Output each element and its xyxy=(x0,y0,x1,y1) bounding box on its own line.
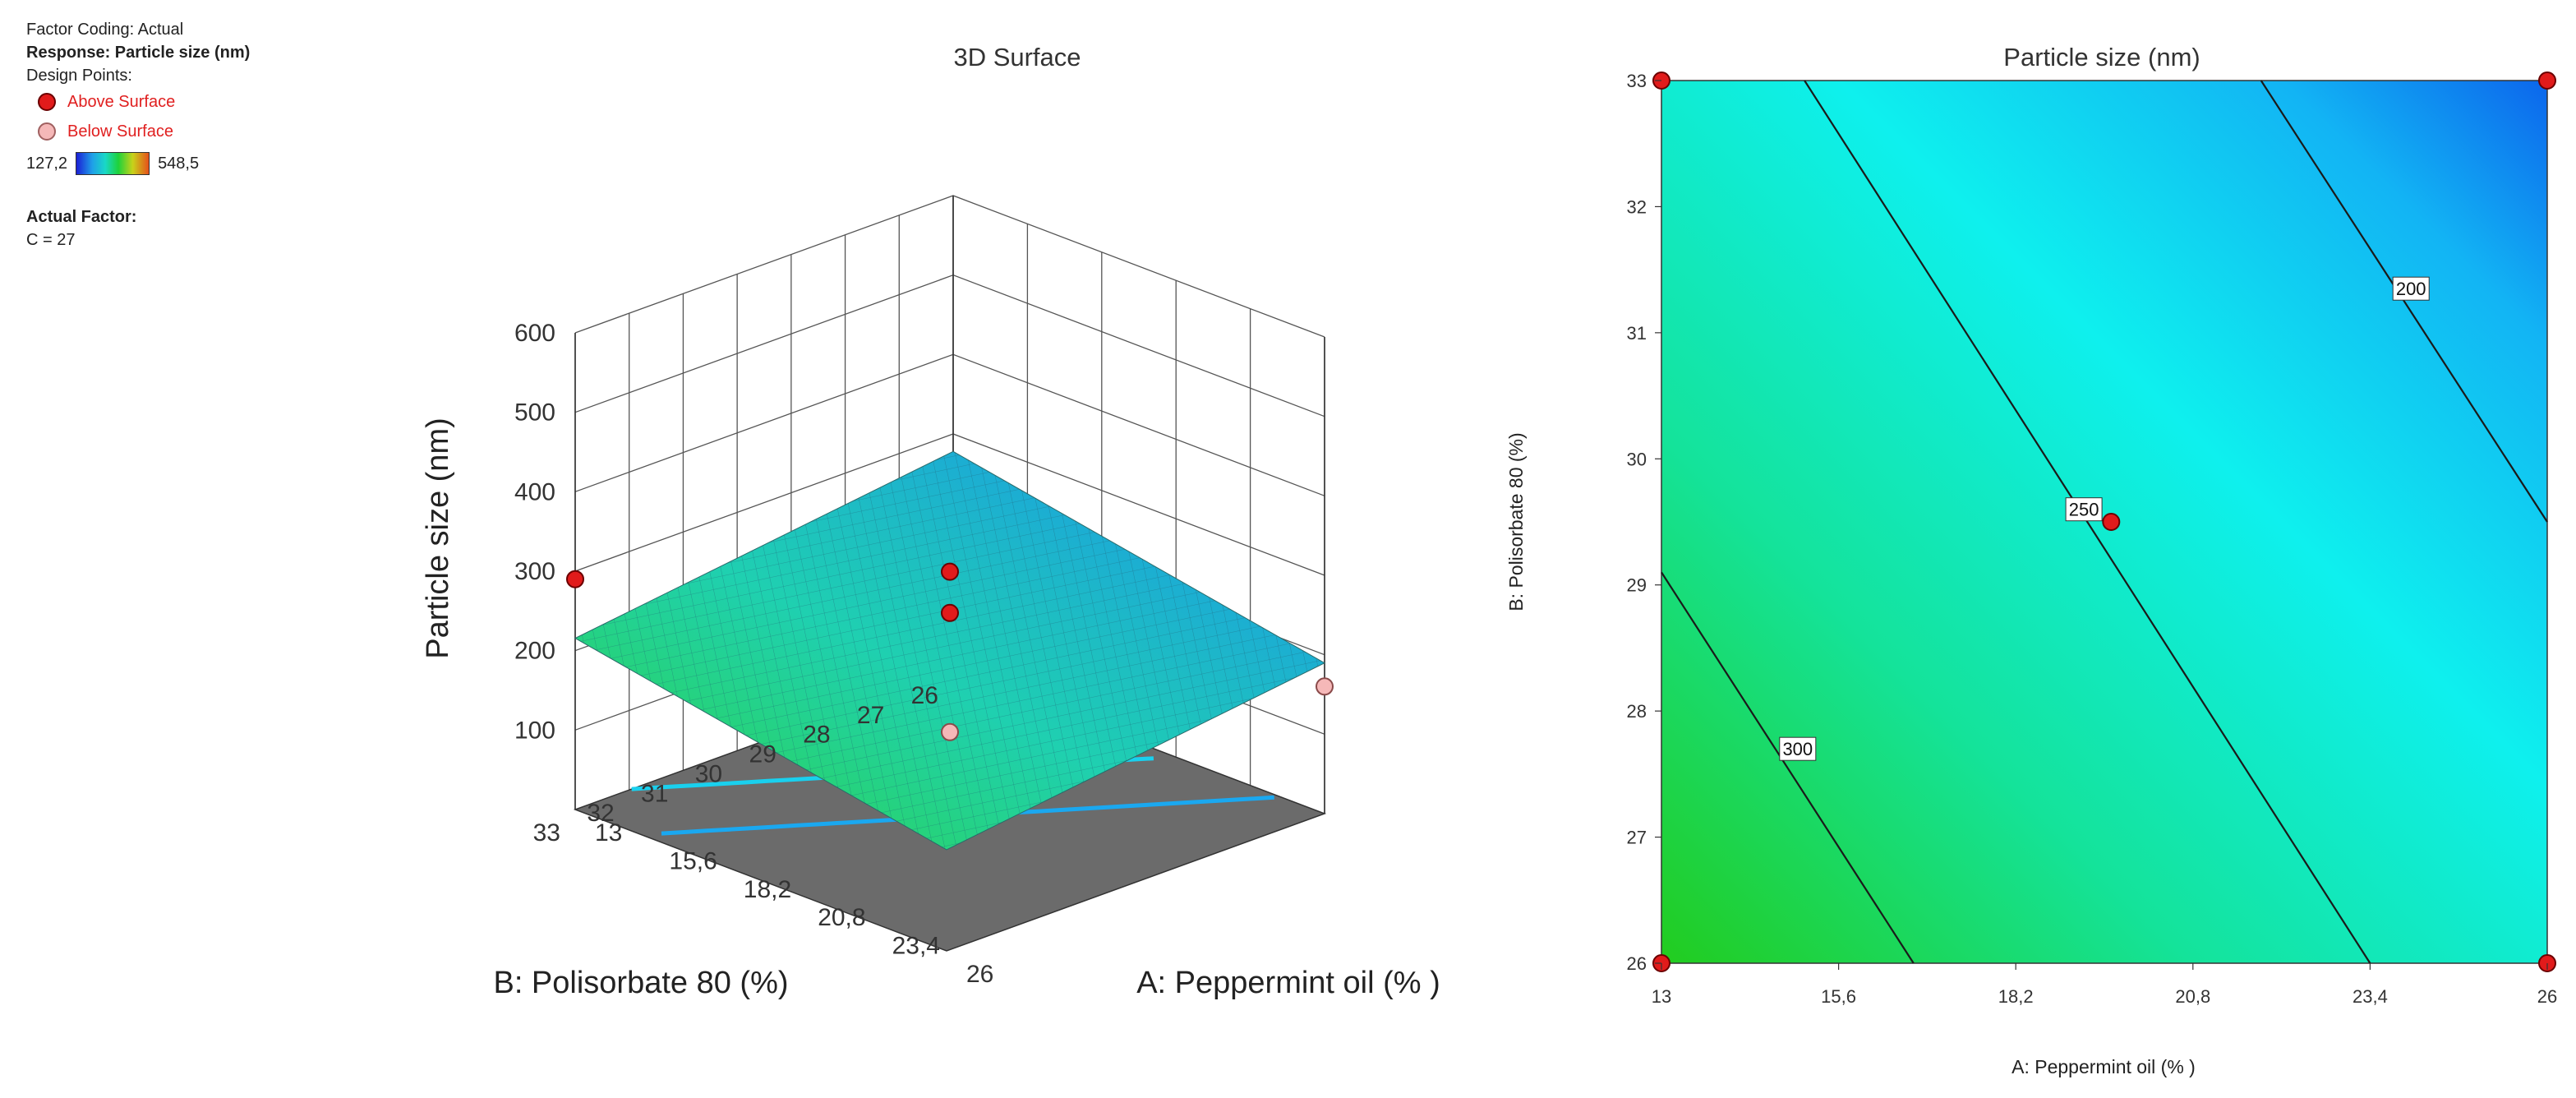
design-point-above xyxy=(941,562,959,581)
x-tick-label: 26 xyxy=(966,961,993,988)
contour-y-tick-label: 28 xyxy=(1627,701,1647,722)
y-tick-label: 33 xyxy=(533,819,560,847)
contour-x-tick-label: 18,2 xyxy=(1998,986,2034,1007)
contour-y-axis-label: B: Polisorbate 80 (%) xyxy=(1505,432,1527,611)
contour-line-200 xyxy=(2260,80,2548,523)
contour-label-200: 200 xyxy=(2396,279,2426,299)
above-surface-marker-icon xyxy=(38,93,56,111)
contour-x-tick-label: 23,4 xyxy=(2353,986,2388,1007)
y-tick-label: 31 xyxy=(641,780,668,807)
z-gridline xyxy=(574,195,1325,338)
contour-y-ticks: 26 27 28 29 30 31 32 33 xyxy=(1627,71,1661,974)
design-point-below xyxy=(1316,677,1334,696)
color-scale-min: 127,2 xyxy=(26,155,68,173)
contour-x-tick-label: 26 xyxy=(2537,986,2557,1007)
contour-design-point xyxy=(2102,513,2121,531)
z-tick-label: 600 xyxy=(514,320,555,347)
design-point-below xyxy=(941,722,959,741)
contour-label-box xyxy=(2065,497,2103,522)
legend-above-surface: Above Surface xyxy=(26,87,371,117)
contour-y-tick-label: 32 xyxy=(1627,196,1647,217)
x-tick-label: 23,4 xyxy=(892,933,940,960)
z-tick-label: 500 xyxy=(514,399,555,427)
legend-panel: Factor Coding: Actual Response: Particle… xyxy=(26,18,371,251)
color-scale-bar xyxy=(76,152,150,175)
x-tick-label: 13 xyxy=(595,819,622,847)
legend-below-surface: Below Surface xyxy=(26,117,371,146)
z-gridline xyxy=(574,274,1325,418)
surface-x-axis-label: A: Peppermint oil (% ) xyxy=(1136,966,1440,1000)
design-point-above xyxy=(566,570,584,588)
contour-x-tick-label: 13 xyxy=(1652,986,1671,1007)
z-tick-label: 100 xyxy=(514,717,555,744)
contour-y-tick-label: 26 xyxy=(1627,953,1647,974)
response-label: Response: Particle size (nm) xyxy=(26,44,251,62)
surface-x-ticks: 13 15,6 18,2 20,8 23,4 26 xyxy=(595,819,993,988)
surface-chart-title: 3D Surface xyxy=(953,43,1081,72)
design-point-above xyxy=(941,603,959,622)
z-tick-label: 400 xyxy=(514,478,555,505)
z-tick-label: 200 xyxy=(514,638,555,665)
surface-z-ticks: 100 200 300 400 500 600 xyxy=(514,320,555,744)
surface-mesh xyxy=(575,451,1325,850)
color-scale-max: 548,5 xyxy=(158,155,200,173)
contour-lines xyxy=(1661,80,2548,964)
below-surface-label: Below Surface xyxy=(67,122,173,141)
contour-design-point xyxy=(2538,72,2556,90)
contour-level-labels: 300 250 200 xyxy=(1779,276,2430,761)
factor-coding-label: Factor Coding: Actual xyxy=(26,21,184,39)
x-tick-label: 18,2 xyxy=(744,876,791,903)
contour-y-tick-label: 27 xyxy=(1627,828,1647,848)
y-tick-label: 30 xyxy=(695,760,722,787)
contour-y-tick-label: 33 xyxy=(1627,71,1647,91)
surface-y-ticks: 26 27 28 29 30 31 32 33 xyxy=(533,682,938,847)
contour-x-tick-label: 15,6 xyxy=(1821,986,1856,1007)
contour-x-tick-label: 20,8 xyxy=(2175,986,2210,1007)
contour-y-tick-label: 29 xyxy=(1627,575,1647,596)
surface-design-points xyxy=(566,562,1334,741)
surface-3d-chart: 3D Surface 100 200 300 400 500 600 13 15,6 18,2… xyxy=(421,43,1440,1000)
y-tick-label: 32 xyxy=(587,800,614,827)
contour-line-300 xyxy=(1661,571,1915,964)
response-surface xyxy=(574,450,1326,851)
design-points-heading: Design Points: xyxy=(26,67,132,85)
actual-factor-heading: Actual Factor: xyxy=(26,208,137,226)
y-tick-label: 29 xyxy=(749,741,776,768)
color-scale: 127,2 548,5 xyxy=(26,150,371,178)
surface-y-axis-label: B: Polisorbate 80 (%) xyxy=(493,966,788,1000)
contour-chart-title: Particle size (nm) xyxy=(2003,43,2200,72)
contour-label-box xyxy=(1779,736,1817,761)
x-tick-label: 20,8 xyxy=(818,904,865,931)
contour-chart: Particle size (nm) 300 250 200 13 15,6 18,2 2… xyxy=(1505,43,2557,1077)
z-tick-label: 300 xyxy=(514,558,555,585)
contour-x-ticks: 13 15,6 18,2 20,8 23,4 26 xyxy=(1652,963,2557,1007)
contour-label-300: 300 xyxy=(1782,739,1813,759)
contour-line-250 xyxy=(1804,80,2371,964)
contour-x-axis-label: A: Peppermint oil (% ) xyxy=(2011,1056,2196,1077)
y-tick-label: 27 xyxy=(857,702,884,729)
above-surface-label: Above Surface xyxy=(67,93,176,111)
y-tick-label: 28 xyxy=(803,722,830,749)
below-surface-marker-icon xyxy=(38,122,56,141)
contour-label-250: 250 xyxy=(2069,500,2099,520)
surface-z-axis-label: Particle size (nm) xyxy=(421,418,455,659)
contour-label-box xyxy=(2392,276,2430,301)
x-tick-label: 15,6 xyxy=(669,847,717,874)
y-tick-label: 26 xyxy=(911,682,938,709)
contour-y-tick-label: 30 xyxy=(1627,449,1647,469)
contour-y-tick-label: 31 xyxy=(1627,323,1647,344)
actual-factor-value: C = 27 xyxy=(26,231,76,249)
